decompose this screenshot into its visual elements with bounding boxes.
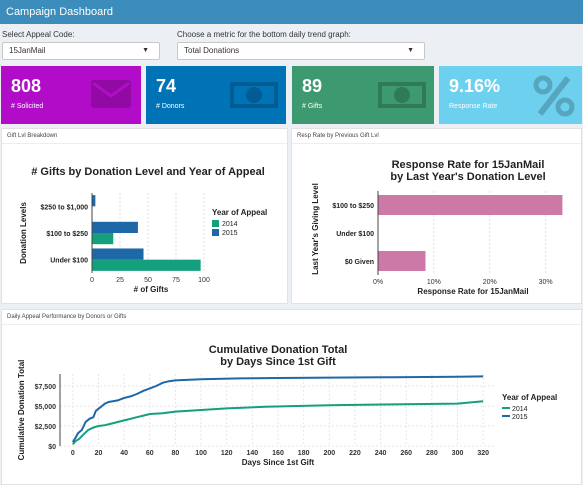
- y-axis-label: Cumulative Donation Total: [17, 360, 26, 461]
- app-header: Campaign Dashboard: [0, 0, 583, 24]
- money-bill-icon: [378, 82, 426, 108]
- x-tick-label: 100: [198, 277, 210, 284]
- legend-swatch-2015: [212, 229, 219, 236]
- legend-title: Year of Appeal: [502, 393, 557, 402]
- y-tick-label: $5,000: [35, 404, 57, 411]
- envelope-icon: [91, 80, 131, 108]
- appeal-code-select[interactable]: 15JanMail ▼: [2, 42, 160, 60]
- x-tick-label: 120: [221, 450, 233, 457]
- metric-value: Total Donations: [184, 46, 240, 55]
- chevron-down-icon: ▼: [142, 47, 149, 54]
- bar-2015: [92, 221, 138, 233]
- y-tick-label: $0: [48, 444, 56, 451]
- donors-value: 74: [156, 76, 177, 96]
- resp-rate-title: Resp Rate by Previous Gift Lvl: [297, 133, 379, 139]
- x-tick-label: 60: [146, 450, 154, 457]
- line-2014: [72, 400, 484, 446]
- response-rate-label: Response Rate: [449, 103, 498, 110]
- donors-label: # Donors: [156, 103, 185, 110]
- x-tick-label: 20%: [483, 279, 497, 286]
- appeal-code-label: Select Appeal Code:: [2, 30, 75, 39]
- resp-rate-panel: Resp Rate by Previous Gift Lvl Response …: [291, 128, 582, 304]
- x-tick-label: 220: [349, 450, 361, 457]
- appeal-code-value: 15JanMail: [9, 46, 46, 55]
- y-tick-label: $100 to $250: [46, 231, 88, 238]
- x-tick-label: 180: [298, 450, 310, 457]
- x-tick-label: 160: [272, 450, 284, 457]
- y-tick-label: $7,500: [35, 384, 57, 391]
- x-tick-label: 10%: [427, 279, 441, 286]
- gift-breakdown-panel: Gift Lvl Breakdown # Gifts by Donation L…: [1, 128, 288, 304]
- x-tick-label: 20: [95, 450, 103, 457]
- x-tick-label: 40: [120, 450, 128, 457]
- y-tick-label: Under $100: [50, 258, 88, 265]
- gifts-label: # Gifts: [302, 103, 323, 110]
- x-tick-label: 0%: [373, 279, 383, 286]
- app-title: Campaign Dashboard: [6, 6, 114, 18]
- x-tick-label: 260: [400, 450, 412, 457]
- x-tick-label: 50: [144, 277, 152, 284]
- bar-response-rate: [378, 251, 426, 271]
- daily-performance-panel: Daily Appeal Performance by Donors or Gi…: [1, 309, 582, 485]
- x-tick-label: 140: [247, 450, 259, 457]
- legend-label-2015: 2015: [222, 230, 238, 237]
- x-tick-label: 240: [375, 450, 387, 457]
- bar-response-rate: [378, 195, 563, 215]
- value-box-response-rate: 9.16% Response Rate: [439, 66, 582, 124]
- bar-2014: [92, 259, 201, 271]
- x-tick-label: 75: [172, 277, 180, 284]
- solicited-label: # Solicited: [11, 103, 44, 110]
- response-rate-value: 9.16%: [449, 76, 501, 96]
- chart-title-line-2: by Last Year's Donation Level: [390, 171, 545, 183]
- legend-swatch-2014: [212, 220, 219, 227]
- x-axis-label: Days Since 1st Gift: [242, 458, 315, 467]
- value-box-gifts: 89 # Gifts: [292, 66, 434, 124]
- legend-label-2014: 2014: [512, 406, 528, 413]
- chart-title: # Gifts by Donation Level and Year of Ap…: [31, 166, 265, 178]
- percent-icon: [533, 75, 575, 117]
- x-tick-label: 25: [116, 277, 124, 284]
- bar-2015: [92, 195, 96, 207]
- y-tick-label: $2,500: [35, 424, 57, 431]
- y-tick-label: $100 to $250: [332, 203, 374, 210]
- y-tick-label: $0 Given: [345, 259, 374, 266]
- legend-label-2014: 2014: [222, 221, 238, 228]
- value-box-solicited: 808 # Solicited: [1, 66, 141, 124]
- x-axis-label: # of Gifts: [134, 285, 169, 294]
- gifts-value: 89: [302, 76, 323, 96]
- chart-title-line-1: Response Rate for 15JanMail: [392, 159, 545, 171]
- x-tick-label: 280: [426, 450, 438, 457]
- legend-title: Year of Appeal: [212, 208, 267, 217]
- legend-label-2015: 2015: [512, 414, 528, 421]
- bar-2015: [92, 248, 144, 260]
- x-tick-label: 0: [90, 277, 94, 284]
- metric-select[interactable]: Total Donations ▼: [177, 42, 425, 60]
- y-tick-label: Under $100: [336, 231, 374, 238]
- money-bill-icon: [230, 82, 278, 108]
- solicited-value: 808: [11, 76, 42, 96]
- x-tick-label: 0: [71, 450, 75, 457]
- x-tick-label: 320: [477, 450, 489, 457]
- metric-label: Choose a metric for the bottom daily tre…: [177, 30, 351, 39]
- x-tick-label: 300: [452, 450, 464, 457]
- chevron-down-icon: ▼: [407, 47, 414, 54]
- x-tick-label: 80: [172, 450, 180, 457]
- y-axis-label: Donation Levels: [19, 202, 28, 264]
- chart-title-line-1: Cumulative Donation Total: [209, 344, 348, 356]
- daily-performance-title: Daily Appeal Performance by Donors or Gi…: [7, 314, 127, 320]
- line-2015: [71, 375, 484, 443]
- x-axis-label: Response Rate for 15JanMail: [417, 287, 528, 296]
- y-tick-label: $250 to $1,000: [41, 204, 89, 211]
- bar-2014: [92, 233, 114, 245]
- x-tick-label: 100: [195, 450, 207, 457]
- value-box-donors: 74 # Donors: [146, 66, 286, 124]
- x-tick-label: 200: [323, 450, 335, 457]
- gifts-by-level-chart: # Gifts by Donation Level and Year of Ap…: [19, 166, 267, 294]
- chart-title-line-2: by Days Since 1st Gift: [220, 356, 336, 368]
- y-axis-label: Last Year's Giving Level: [311, 183, 320, 275]
- x-tick-label: 30%: [539, 279, 553, 286]
- gift-breakdown-title: Gift Lvl Breakdown: [7, 133, 58, 139]
